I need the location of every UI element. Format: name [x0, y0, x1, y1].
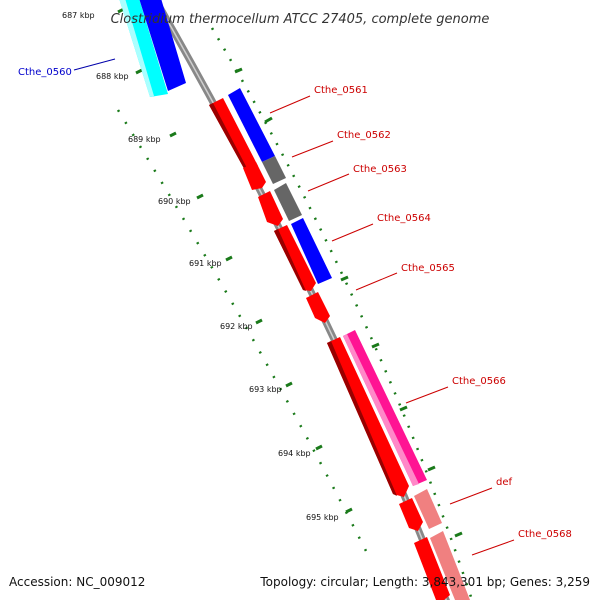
feature-cthe-0566-magenta[interactable]	[343, 330, 427, 486]
map-title: Clostridium thermocellum ATCC 27405, com…	[111, 12, 490, 27]
scale-label: 688 kbp	[96, 72, 129, 81]
feature-def-pink[interactable]	[414, 489, 442, 529]
cds-cthe-0565[interactable]	[306, 292, 330, 323]
cds-cthe-0562[interactable]	[243, 162, 266, 190]
label-connectors	[269, 95, 515, 556]
accession-text: Accession: NC_009012	[9, 575, 145, 589]
gene-label-cthe-0560[interactable]: Cthe_0560	[18, 67, 72, 78]
scale-label: 687 kbp	[62, 11, 95, 20]
label-connector-0560	[73, 58, 116, 71]
cds-cthe-0568[interactable]	[414, 537, 450, 600]
feature-cthe-0568-pink[interactable]	[430, 531, 470, 600]
gene-label-cthe-0566[interactable]: Cthe_0566	[452, 376, 506, 387]
cds-cthe-0566[interactable]	[327, 337, 409, 497]
feature-cthe-0561-blue[interactable]	[228, 88, 275, 162]
feature-cthe-0563-gray[interactable]	[274, 183, 302, 221]
cds-cthe-0563[interactable]	[258, 191, 283, 226]
genome-summary-text: Topology: circular; Length: 3,843,301 bp…	[259, 575, 590, 589]
scale-track-outer	[210, 27, 474, 600]
gene-label-cthe-0568[interactable]: Cthe_0568	[518, 529, 572, 540]
cds-cthe-0561[interactable]	[209, 98, 258, 174]
gene-label-cthe-0563[interactable]: Cthe_0563	[353, 164, 407, 175]
scale-label: 692 kbp	[220, 322, 253, 331]
gene-label-def[interactable]: def	[496, 477, 513, 488]
scale-label: 689 kbp	[128, 135, 161, 144]
feature-cthe-0564-blue[interactable]	[291, 218, 332, 284]
scale-outer-ticks	[234, 67, 463, 538]
gene-label-cthe-0564[interactable]: Cthe_0564	[377, 213, 431, 224]
gene-label-cthe-0562[interactable]: Cthe_0562	[337, 130, 391, 141]
feature-blue-top[interactable]	[138, 0, 186, 91]
scale-label: 695 kbp	[306, 513, 339, 522]
cds-cthe-0564[interactable]	[274, 225, 316, 291]
scale-label: 691 kbp	[189, 259, 222, 268]
gene-label-cthe-0565[interactable]: Cthe_0565	[401, 263, 455, 274]
gene-label-cthe-0561[interactable]: Cthe_0561	[314, 85, 368, 96]
cds-def[interactable]	[399, 498, 423, 531]
feature-cthe-0562-gray[interactable]	[262, 156, 286, 184]
scale-label: 694 kbp	[278, 449, 311, 458]
scale-label: 690 kbp	[158, 197, 191, 206]
scale-label: 693 kbp	[249, 385, 282, 394]
